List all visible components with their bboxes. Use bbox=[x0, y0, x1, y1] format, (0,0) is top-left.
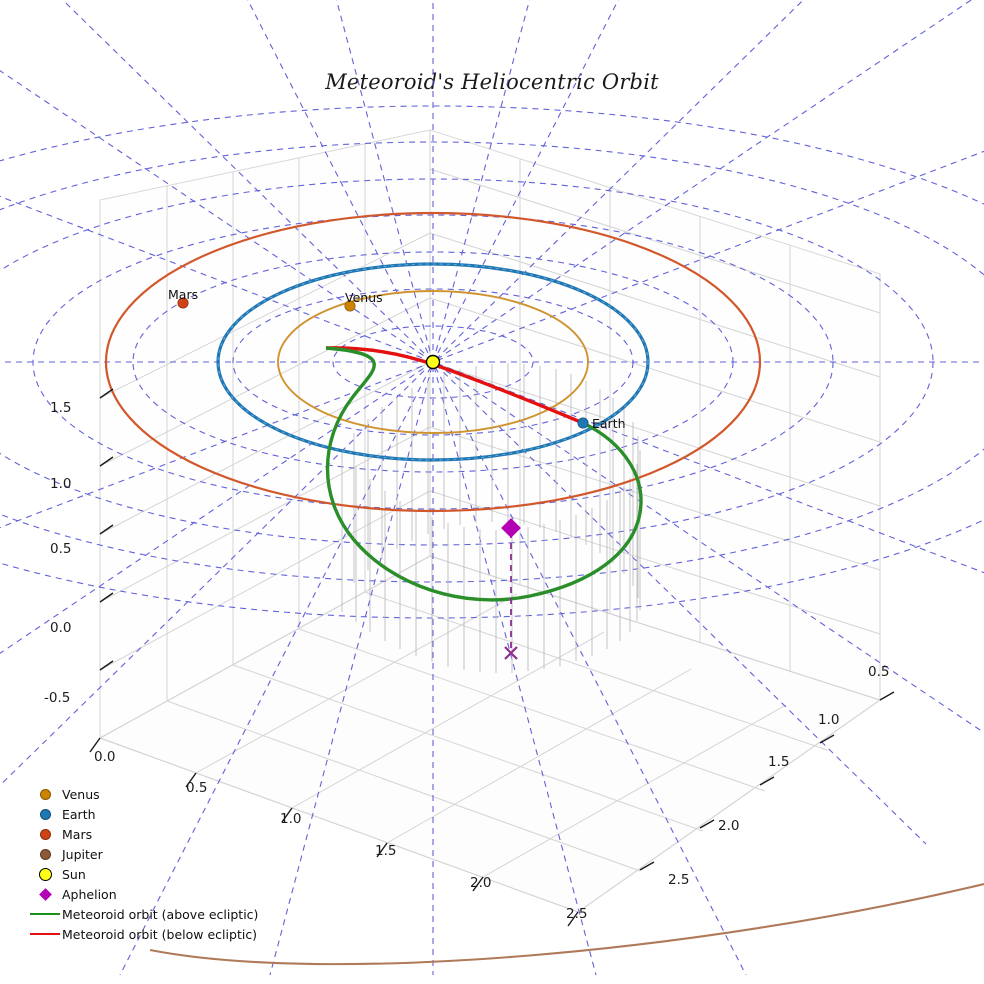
legend-item-label: Aphelion bbox=[62, 886, 117, 902]
earth-orbit-dashline bbox=[217, 263, 649, 461]
y-tick-4: -0.5 bbox=[44, 690, 71, 706]
x-tick-5: 2.5 bbox=[566, 906, 588, 922]
legend-item[interactable]: Mars bbox=[28, 824, 280, 844]
aphelion-projection-x bbox=[504, 646, 518, 660]
z-axis-ticks bbox=[639, 691, 895, 871]
z-tick-0: 0.5 bbox=[868, 664, 890, 680]
meteoroid-orbit-above-ecliptic bbox=[325, 346, 643, 602]
x-axis-ticks bbox=[89, 737, 579, 927]
earth-marker bbox=[577, 417, 589, 429]
legend-dot-icon bbox=[28, 788, 62, 800]
y-tick-2: 0.5 bbox=[50, 541, 72, 557]
x-tick-0: 0.0 bbox=[94, 749, 116, 765]
x-tick-3: 1.5 bbox=[375, 843, 397, 859]
y-tick-1: 1.0 bbox=[50, 476, 72, 492]
y-tick-3: 0.0 bbox=[50, 620, 72, 636]
chart-title: Meteoroid's Heliocentric Orbit bbox=[325, 70, 659, 94]
aphelion-marker bbox=[501, 518, 521, 538]
legend-sun-icon bbox=[28, 867, 62, 881]
z-tick-4: 2.5 bbox=[668, 872, 690, 888]
legend-item[interactable]: Jupiter bbox=[28, 844, 280, 864]
legend-item-label: Sun bbox=[62, 866, 86, 882]
z-tick-2: 1.5 bbox=[768, 754, 790, 770]
right-wall-pane bbox=[429, 129, 881, 701]
legend-item[interactable]: Venus bbox=[28, 784, 280, 804]
legend-dot-icon bbox=[28, 848, 62, 860]
jupiter-orbit bbox=[149, 882, 984, 966]
legend-item-label: Meteoroid orbit (below ecliptic) bbox=[62, 926, 258, 942]
legend-item[interactable]: Meteoroid orbit (above ecliptic) bbox=[28, 904, 280, 924]
x-tick-1: 0.5 bbox=[186, 780, 208, 796]
earth-label: Earth bbox=[592, 416, 626, 431]
legend-dot-icon bbox=[28, 828, 62, 840]
z-tick-3: 2.0 bbox=[718, 818, 740, 834]
legend-line-icon bbox=[28, 933, 62, 935]
body-markers bbox=[177, 297, 589, 429]
planet-orbits bbox=[104, 211, 984, 966]
y-tick-0: 1.5 bbox=[50, 400, 72, 416]
legend-diamond-icon bbox=[28, 887, 62, 901]
mars-orbit bbox=[104, 211, 762, 513]
z-tick-1: 1.0 bbox=[818, 712, 840, 728]
x-tick-4: 2.0 bbox=[470, 875, 492, 891]
legend-line-icon bbox=[28, 913, 62, 915]
y-axis-ticks bbox=[99, 388, 114, 671]
sun-marker bbox=[425, 354, 441, 370]
legend-item-label: Jupiter bbox=[62, 846, 103, 862]
legend: Venus Earth Mars Jupiter Sun Aphelion Meteoroi… bbox=[28, 784, 280, 944]
aphelion-group bbox=[501, 518, 521, 660]
legend-dot-icon bbox=[28, 808, 62, 820]
x-tick-2: 1.0 bbox=[280, 811, 302, 827]
legend-item[interactable]: Earth bbox=[28, 804, 280, 824]
axis-ticks bbox=[89, 388, 895, 927]
legend-item[interactable]: Aphelion bbox=[28, 884, 280, 904]
legend-item[interactable]: Sun bbox=[28, 864, 280, 884]
legend-item-label: Meteoroid orbit (above ecliptic) bbox=[62, 906, 259, 922]
venus-marker bbox=[344, 300, 356, 312]
legend-item-label: Mars bbox=[62, 826, 93, 842]
legend-item-label: Earth bbox=[62, 806, 96, 822]
mars-marker bbox=[177, 297, 189, 309]
venus-label: Venus bbox=[345, 290, 383, 305]
legend-item-label: Venus bbox=[62, 786, 100, 802]
venus-orbit bbox=[277, 290, 589, 434]
legend-item[interactable]: Meteoroid orbit (below ecliptic) bbox=[28, 924, 280, 944]
mars-label: Mars bbox=[168, 287, 199, 302]
